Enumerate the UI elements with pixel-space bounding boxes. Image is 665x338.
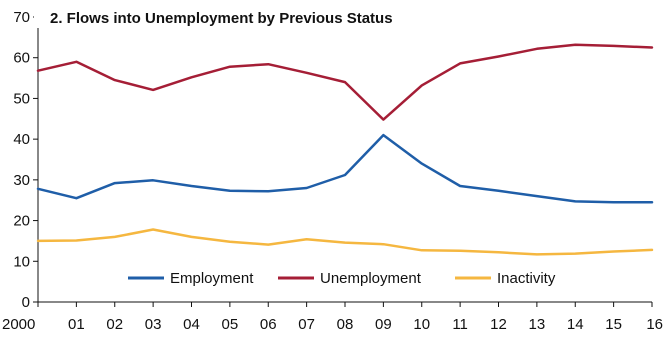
- series-line-employment: [36, 133, 654, 204]
- legend-label: Inactivity: [497, 270, 556, 287]
- x-tick-label: 04: [183, 316, 200, 333]
- x-tick-label: 07: [298, 316, 315, 333]
- y-tick-label: 0: [22, 294, 30, 311]
- legend-item-background: [451, 267, 571, 289]
- legend-item-background: [124, 267, 244, 289]
- x-tick-label: 2000: [2, 316, 35, 333]
- title-background: [34, 8, 44, 28]
- x-tick-label: 09: [375, 316, 392, 333]
- series-lines: [36, 43, 654, 256]
- x-tick-label: 10: [413, 316, 430, 333]
- x-axis-ticks: 2000 01 02 03 04 05 06 07 08 09 10 11 12 13 14 15 16: [2, 302, 663, 333]
- legend-label: Employment: [170, 270, 254, 287]
- x-tick-label: 05: [222, 316, 239, 333]
- chart-title: 2. Flows into Unemployment by Previous S…: [50, 10, 393, 27]
- x-tick-label: 02: [106, 316, 123, 333]
- x-tick-label: 12: [490, 316, 507, 333]
- x-tick-label: 11: [452, 316, 468, 333]
- series-line-inactivity: [36, 228, 654, 256]
- y-tick-label: 40: [13, 131, 30, 148]
- y-tick-label: 30: [13, 172, 30, 189]
- x-tick-label: 01: [68, 316, 85, 333]
- legend-item-background: [274, 267, 412, 289]
- axes: [37, 17, 652, 303]
- x-tick-label: 15: [605, 316, 622, 333]
- x-tick-label: 16: [646, 316, 663, 333]
- x-tick-label: 13: [529, 316, 546, 333]
- y-tick-label: 70: [13, 9, 30, 26]
- y-axis-ticks: 0 10 20 30 40 50 60 70: [13, 9, 38, 311]
- y-tick-label: 60: [13, 50, 30, 67]
- x-tick-label: 08: [337, 316, 354, 333]
- legend: Employment Unemployment Inactivity: [124, 267, 571, 289]
- x-tick-label: 06: [260, 316, 277, 333]
- y-tick-label: 20: [13, 213, 30, 230]
- y-tick-label: 50: [13, 90, 30, 107]
- x-tick-label: 14: [567, 316, 584, 333]
- series-line-unemployment: [36, 43, 654, 121]
- x-tick-label: 03: [145, 316, 162, 333]
- y-tick-label: 10: [13, 253, 30, 270]
- legend-label: Unemployment: [320, 270, 422, 287]
